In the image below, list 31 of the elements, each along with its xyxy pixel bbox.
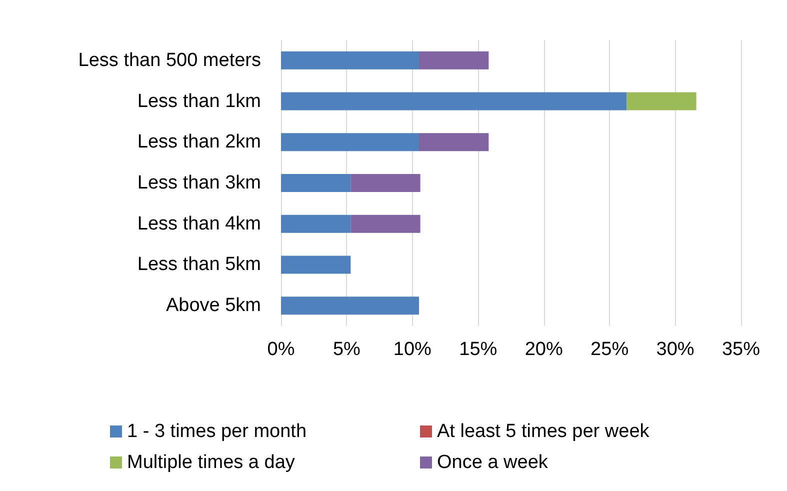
x-tick-label: 0% xyxy=(267,339,295,360)
bar xyxy=(419,133,489,152)
bar xyxy=(281,214,351,233)
legend-label: Multiple times a day xyxy=(127,452,296,473)
x-tick-label: 10% xyxy=(393,339,432,360)
y-tick-label: Less than 4km xyxy=(137,213,261,234)
y-tick-label: Less than 2km xyxy=(137,132,261,153)
bar xyxy=(350,214,420,233)
x-tick-label: 5% xyxy=(332,339,361,360)
x-tick-label: 15% xyxy=(459,339,498,360)
y-tick-label: Less than 5km xyxy=(137,254,261,276)
bar xyxy=(419,51,489,70)
x-tick-label: 25% xyxy=(590,339,629,360)
legend-label: Once a week xyxy=(437,452,548,473)
x-tick-label: 35% xyxy=(722,339,760,360)
x-tick-label: 20% xyxy=(524,339,563,360)
bar xyxy=(626,92,696,110)
bar xyxy=(350,174,420,192)
y-tick-label: Less than 3km xyxy=(137,172,261,194)
bar xyxy=(281,256,351,274)
legend-label: 1 - 3 times per month xyxy=(127,421,307,442)
y-tick-label: Less than 1km xyxy=(137,90,261,112)
bar xyxy=(281,51,419,70)
bar xyxy=(281,133,419,152)
x-tick-label: 30% xyxy=(656,339,694,360)
y-tick-label: Less than 500 meters xyxy=(78,50,261,71)
y-tick-label: Above 5km xyxy=(166,295,261,316)
bar xyxy=(281,92,627,110)
bar xyxy=(281,174,351,192)
legend-label: At least 5 times per week xyxy=(437,421,650,442)
bar xyxy=(281,296,419,315)
